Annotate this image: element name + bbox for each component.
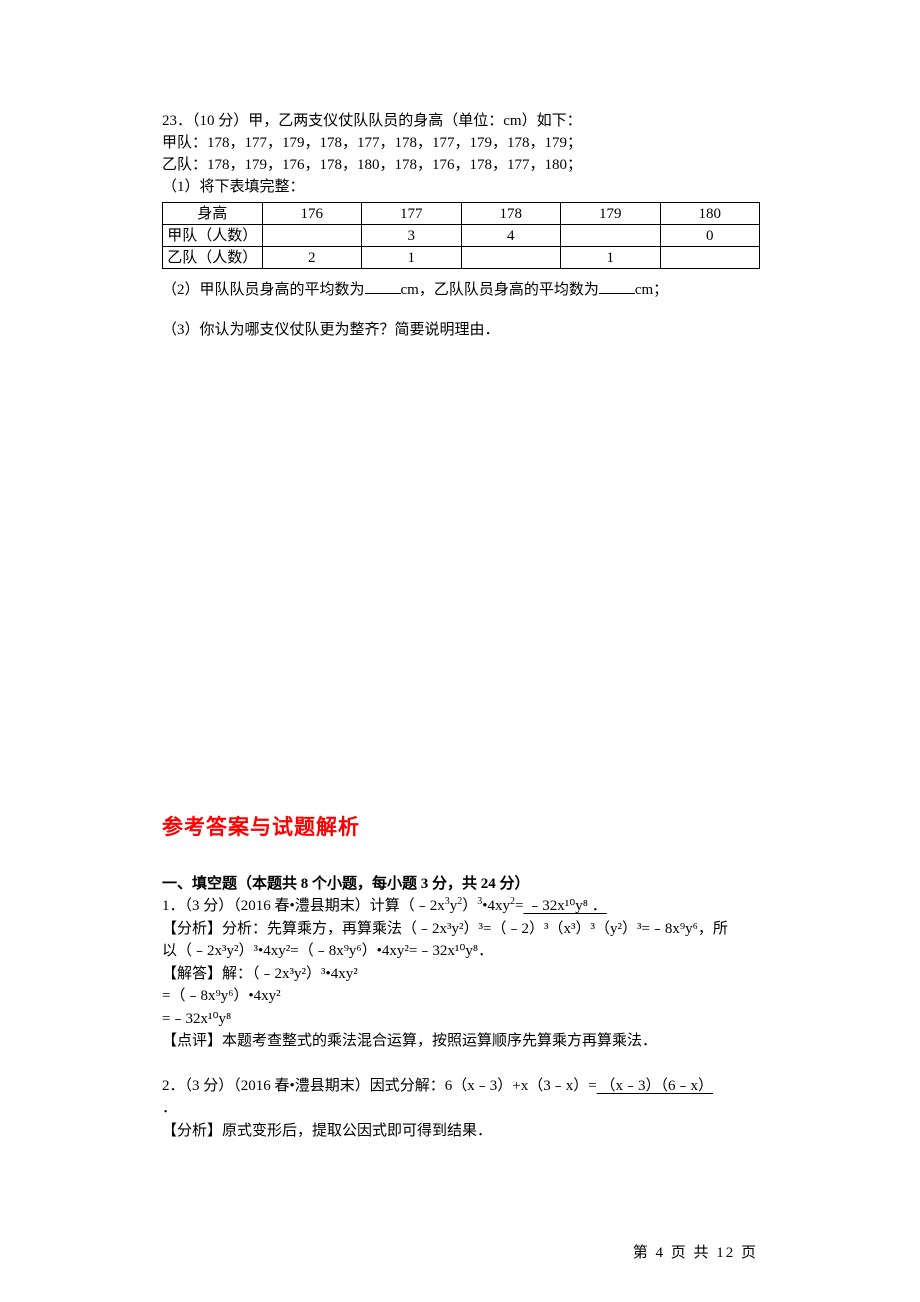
table-col-180: 180 <box>660 203 760 225</box>
table-cell: 3 <box>362 225 462 247</box>
table-row-b-hdr: 乙队（人数） <box>163 247 263 269</box>
a2-answer: （x﹣3）（6﹣x） <box>597 1078 713 1094</box>
a1-analysis-b: 以（﹣2x³y²）³•4xy²=（﹣8x⁹y⁶）•4xy²=﹣32x¹⁰y⁸． <box>162 940 760 963</box>
table-col-177: 177 <box>362 203 462 225</box>
a2-analysis: 【分析】原式变形后，提取公因式即可得到结果． <box>162 1120 760 1143</box>
a1-stem-b: •4xy <box>482 898 510 914</box>
table-col-179: 179 <box>561 203 661 225</box>
q23-stem: 23．（10 分）甲，乙两支仪仗队队员的身高（单位：cm）如下： <box>162 110 760 132</box>
page-footer: 第 4 页 共 12 页 <box>633 1241 758 1262</box>
q23-sub1: （1）将下表填完整： <box>162 176 760 198</box>
blank <box>365 279 401 294</box>
a2-stem-a: 2．（3 分）（2016 春•澧县期末）因式分解：6（x﹣3）+x（3﹣x）= <box>162 1078 597 1094</box>
table-cell: 1 <box>362 247 462 269</box>
a2-stem: 2．（3 分）（2016 春•澧县期末）因式分解：6（x﹣3）+x（3﹣x）= … <box>162 1075 760 1098</box>
section-1-header: 一、填空题（本题共 8 个小题，每小题 3 分，共 24 分） <box>162 873 760 895</box>
q23-sub3: （3）你认为哪支仪仗队更为整齐？简要说明理由． <box>162 319 760 341</box>
a2-period: ． <box>162 1097 760 1120</box>
q23-sub2-b: cm，乙队队员身高的平均数为 <box>401 282 599 298</box>
table-cell <box>461 247 561 269</box>
sup: 3 <box>445 896 450 907</box>
a1-review: 【点评】本题考查整式的乘法混合运算，按照运算顺序先算乘方再算乘法． <box>162 1030 760 1053</box>
a1-stem-c: = <box>515 898 523 914</box>
table-cell <box>660 247 760 269</box>
table-cell: 4 <box>461 225 561 247</box>
sup: 2 <box>457 896 462 907</box>
a1-solve-l1: =（﹣8x⁹y⁶）•4xy² <box>162 985 760 1008</box>
q23-sub2-a: （2）甲队队员身高的平均数为 <box>162 282 365 298</box>
table-cell: 2 <box>262 247 362 269</box>
a1-stem-a: 1．（3 分）（2016 春•澧县期末）计算（﹣2x <box>162 898 445 914</box>
q23-sub2: （2）甲队队员身高的平均数为 cm，乙队队员身高的平均数为 cm； <box>162 279 760 301</box>
height-table: 身高 176 177 178 179 180 甲队（人数） 3 4 0 乙队（人… <box>162 202 760 269</box>
table-cell: 0 <box>660 225 760 247</box>
q23-team-a: 甲队：178，177，179，178，177，178，177，179，178，1… <box>162 132 760 154</box>
table-col-178: 178 <box>461 203 561 225</box>
a1-solve-hdr: 【解答】解：（﹣2x³y²）³•4xy² <box>162 963 760 986</box>
table-cell <box>561 225 661 247</box>
q23-team-b: 乙队：178，179，176，178，180，178，176，178，177，1… <box>162 154 760 176</box>
a1-stem: 1．（3 分）（2016 春•澧县期末）计算（﹣2x3y2）3•4xy2= ﹣3… <box>162 895 760 918</box>
table-cell <box>262 225 362 247</box>
blank <box>599 279 635 294</box>
a1-solve-l2: =﹣32x¹⁰y⁸ <box>162 1008 760 1031</box>
q23-sub2-c: cm； <box>635 282 668 298</box>
table-row-a-hdr: 甲队（人数） <box>163 225 263 247</box>
a1-analysis-a: 【分析】分析：先算乘方，再算乘法（﹣2x³y²）³=（﹣2）³（x³）³（y²）… <box>162 918 760 941</box>
table-col-hdr: 身高 <box>163 203 263 225</box>
a1-answer: ﹣32x¹⁰y⁸ ． <box>524 898 607 914</box>
answers-title: 参考答案与试题解析 <box>162 811 760 841</box>
table-cell: 1 <box>561 247 661 269</box>
table-col-176: 176 <box>262 203 362 225</box>
